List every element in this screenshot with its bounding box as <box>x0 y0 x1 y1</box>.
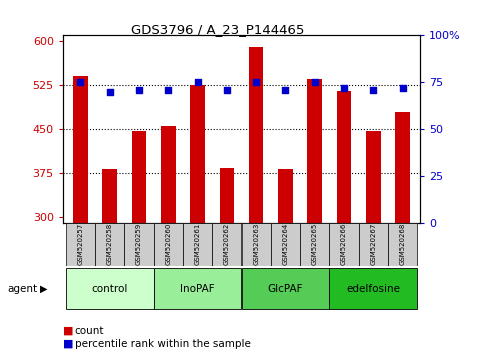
Text: GSM520261: GSM520261 <box>195 223 200 266</box>
Bar <box>395 112 410 223</box>
Text: GSM520259: GSM520259 <box>136 223 142 266</box>
Point <box>399 85 407 91</box>
Bar <box>366 131 381 223</box>
Text: GSM520268: GSM520268 <box>399 223 406 266</box>
Point <box>135 87 143 93</box>
Text: GSM520263: GSM520263 <box>253 223 259 266</box>
Bar <box>66 223 95 266</box>
Text: GlcPAF: GlcPAF <box>268 284 303 293</box>
Text: agent: agent <box>7 284 37 293</box>
Point <box>194 79 201 85</box>
Bar <box>329 223 359 266</box>
Text: ▶: ▶ <box>40 284 47 293</box>
Bar <box>307 79 322 223</box>
Point <box>106 89 114 95</box>
Bar <box>220 169 234 223</box>
Bar <box>73 76 88 223</box>
Bar <box>388 223 417 266</box>
Bar <box>183 223 212 266</box>
Bar <box>95 223 124 266</box>
Bar <box>102 169 117 223</box>
Bar <box>132 131 146 223</box>
Bar <box>242 268 329 309</box>
Bar <box>300 223 329 266</box>
Text: InoPAF: InoPAF <box>180 284 215 293</box>
Text: GSM520266: GSM520266 <box>341 223 347 266</box>
Bar <box>212 223 242 266</box>
Text: GSM520258: GSM520258 <box>107 223 113 266</box>
Bar <box>154 223 183 266</box>
Bar <box>249 47 263 223</box>
Point <box>223 87 231 93</box>
Point <box>252 79 260 85</box>
Bar <box>242 223 271 266</box>
Bar <box>329 268 417 309</box>
Text: GSM520267: GSM520267 <box>370 223 376 266</box>
Point <box>340 85 348 91</box>
Bar <box>337 91 351 223</box>
Bar <box>161 126 176 223</box>
Text: GSM520265: GSM520265 <box>312 223 318 266</box>
Bar <box>124 223 154 266</box>
Text: control: control <box>91 284 128 293</box>
Bar <box>66 268 154 309</box>
Point <box>369 87 377 93</box>
Point <box>76 79 84 85</box>
Text: ■: ■ <box>63 326 73 336</box>
Text: GSM520264: GSM520264 <box>283 223 288 266</box>
Point <box>311 79 319 85</box>
Point <box>282 87 289 93</box>
Bar <box>154 268 242 309</box>
Text: GSM520257: GSM520257 <box>77 223 84 266</box>
Text: count: count <box>75 326 104 336</box>
Text: GSM520262: GSM520262 <box>224 223 230 266</box>
Bar <box>190 85 205 223</box>
Text: GDS3796 / A_23_P144465: GDS3796 / A_23_P144465 <box>131 23 304 36</box>
Text: edelfosine: edelfosine <box>346 284 400 293</box>
Text: percentile rank within the sample: percentile rank within the sample <box>75 339 251 349</box>
Bar <box>278 169 293 223</box>
Bar <box>359 223 388 266</box>
Text: ■: ■ <box>63 339 73 349</box>
Point <box>164 87 172 93</box>
Text: GSM520260: GSM520260 <box>165 223 171 266</box>
Bar <box>271 223 300 266</box>
